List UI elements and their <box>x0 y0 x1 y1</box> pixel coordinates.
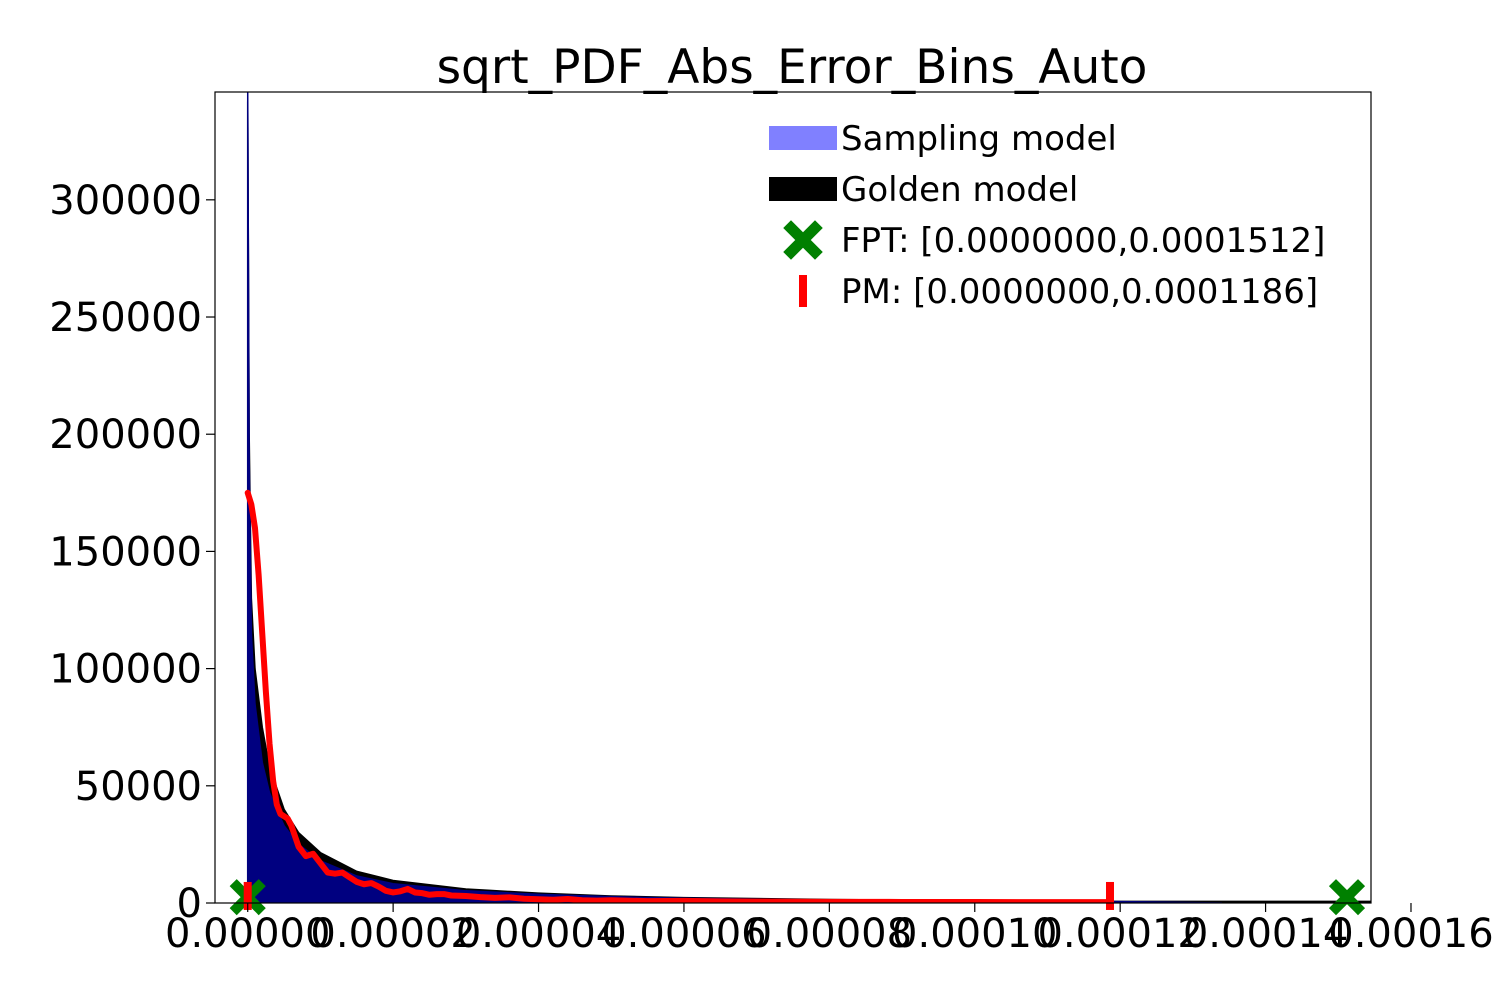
x-tick-label: 0.00012 <box>1037 911 1202 957</box>
fpt-marker <box>1328 879 1366 916</box>
y-tick-label: 250000 <box>49 295 202 341</box>
plot-area <box>229 92 1371 916</box>
legend-swatch-fpt <box>783 220 823 260</box>
x-tick-label: 0.00014 <box>1183 911 1348 957</box>
x-tick-label: 0.00004 <box>456 911 621 957</box>
y-tick-label: 300000 <box>49 178 202 224</box>
legend-swatch-sampling <box>769 126 837 150</box>
legend-label-golden: Golden model <box>841 170 1078 210</box>
legend-swatch-pm <box>799 275 807 307</box>
y-tick-label: 150000 <box>49 529 202 575</box>
plot-content <box>244 92 1371 903</box>
legend-swatch-golden <box>769 177 837 201</box>
kde-line <box>244 489 1113 903</box>
legend-label-fpt: FPT: [0.0000000,0.0001512] <box>841 221 1325 261</box>
x-axis: 0.000000.000020.000040.000060.000080.000… <box>165 903 1494 957</box>
legend-label-sampling: Sampling model <box>841 119 1117 159</box>
legend: Sampling model Golden model FPT: [0.000000… <box>769 119 1325 312</box>
y-tick-label: 100000 <box>49 647 202 693</box>
pm-marker <box>243 881 252 910</box>
x-tick-label: 0.00006 <box>601 911 766 957</box>
legend-label-pm: PM: [0.0000000,0.0001186] <box>841 272 1318 312</box>
y-tick-label: 0 <box>177 881 202 927</box>
pm-marker <box>1105 881 1114 910</box>
y-tick-label: 50000 <box>75 764 202 810</box>
y-tick-label: 200000 <box>49 412 202 458</box>
x-tick-label: 0.00002 <box>310 911 475 957</box>
y-axis: 0 50000 100000 150000 200000 250000 300000 <box>49 178 215 927</box>
x-tick-label: 0.00000 <box>165 911 330 957</box>
x-tick-label: 0.00010 <box>892 911 1057 957</box>
plot-frame <box>214 91 1372 904</box>
chart-title: sqrt_PDF_Abs_Error_Bins_Auto <box>437 40 1148 95</box>
x-tick-label: 0.00016 <box>1328 911 1493 957</box>
x-tick-label: 0.00008 <box>747 911 912 957</box>
